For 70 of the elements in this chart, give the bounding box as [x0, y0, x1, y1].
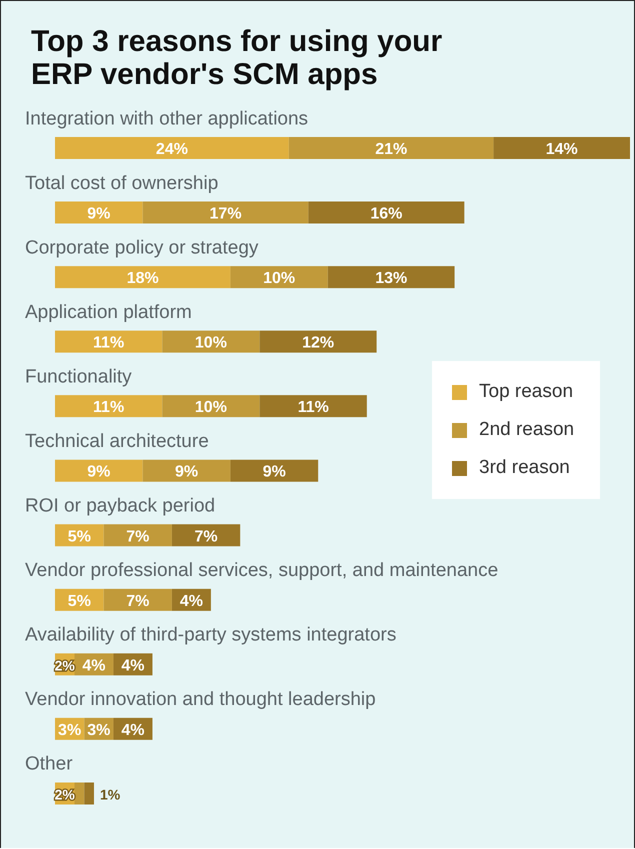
y-tick-label: Vendor innovation and thought leadership [25, 689, 376, 710]
y-tick-label: Application platform [25, 302, 192, 323]
bar [142, 460, 230, 482]
data-label: 7% [126, 592, 150, 610]
bar [104, 588, 172, 611]
data-label: 3% [87, 722, 110, 739]
data-label: 11% [93, 334, 124, 352]
data-label: 2% [54, 657, 76, 674]
bar [328, 266, 455, 288]
data-label: 18% [126, 270, 159, 288]
bar [55, 266, 230, 288]
data-label: 9% [87, 464, 110, 481]
bar [74, 782, 84, 804]
bar [55, 202, 143, 224]
y-tick-label: Integration with other applications [25, 108, 308, 130]
bar [172, 524, 240, 546]
data-label: 4% [121, 722, 145, 739]
y-tick-label: Functionality [25, 366, 132, 388]
data-label: 10% [263, 270, 296, 288]
bar [55, 460, 143, 482]
legend-label: Top reason [478, 380, 574, 404]
bar [104, 524, 172, 546]
bar [162, 330, 260, 353]
y-tick-label: Total cost of ownership [25, 172, 218, 194]
data-label: 11% [298, 399, 329, 416]
bar [260, 330, 377, 353]
y-tick-label: Technical architecture [25, 431, 209, 452]
data-label: 13% [375, 270, 408, 288]
bar [494, 137, 630, 159]
bar [142, 202, 308, 224]
legend-label: 2nd reason [478, 418, 576, 442]
y-tick-label: Availability of third-party systems integrators [25, 624, 396, 646]
y-tick-label: ROI or payback period [25, 496, 216, 517]
data-label: 7% [126, 528, 150, 546]
data-label: 4% [82, 657, 106, 674]
legend-label: 3rd reason [478, 456, 571, 480]
data-label: 17% [210, 206, 242, 223]
data-label: 10% [194, 334, 227, 352]
bar [162, 395, 260, 418]
bar [260, 395, 367, 418]
data-label: 5% [68, 592, 91, 610]
bar [230, 460, 318, 482]
bar [308, 202, 464, 224]
data-label: 10% [194, 399, 227, 416]
data-label: 1% [100, 786, 121, 802]
data-label: 9% [262, 464, 286, 481]
bar [55, 330, 162, 353]
data-label: 4% [180, 592, 204, 610]
data-label: 21% [375, 141, 408, 158]
bar [55, 137, 289, 159]
chart-title: Top 3 reasons for using your ERP vendor's SCM apps [31, 25, 444, 91]
data-label: 7% [194, 528, 218, 546]
bar [84, 782, 94, 804]
y-tick-label: Other [25, 754, 74, 775]
data-label: 9% [87, 206, 110, 223]
data-label: 14% [546, 141, 578, 158]
bar [288, 137, 494, 159]
y-tick-label: Vendor professional services, support, and maintenance [25, 560, 498, 582]
data-label: 5% [68, 528, 91, 546]
data-label: 11% [93, 399, 124, 416]
data-label: 9% [175, 464, 198, 481]
data-label: 24% [156, 141, 188, 158]
bar [230, 266, 328, 288]
data-label: 12% [302, 334, 334, 352]
y-tick-label: Corporate policy or strategy [25, 237, 259, 258]
bar [55, 395, 162, 418]
data-label: 2% [54, 786, 76, 802]
data-label: 16% [370, 206, 402, 223]
data-label: 3% [58, 722, 82, 739]
data-label: 4% [121, 657, 145, 674]
